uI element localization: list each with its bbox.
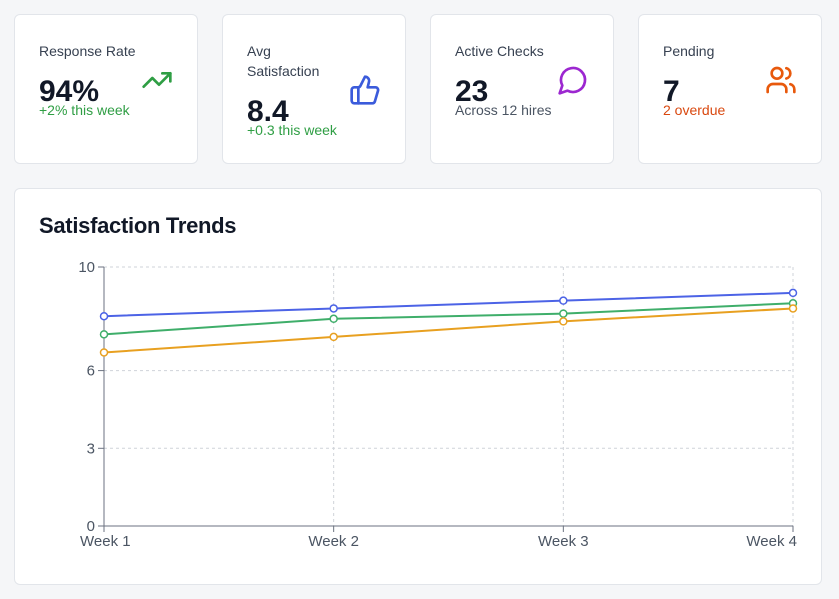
y-tick-label: 10 xyxy=(78,259,95,276)
series-point-2 xyxy=(329,314,338,324)
x-tick-label: Week 1 xyxy=(80,533,131,550)
series-line-1 xyxy=(103,291,794,318)
response-rate-change: +2% this week xyxy=(39,102,130,118)
pending-card: Pending 7 2 overdue xyxy=(638,14,822,164)
chart-title: Satisfaction Trends xyxy=(39,213,237,238)
active-checks-value: 23 xyxy=(455,75,489,108)
avg-satisfaction-value: 8.4 xyxy=(247,95,289,128)
series-point-1 xyxy=(559,296,568,305)
response-rate-label: Response Rate xyxy=(39,43,136,59)
response-rate-value: 94% xyxy=(39,75,100,108)
users-icon xyxy=(764,63,798,97)
active-checks-detail: Across 12 hires xyxy=(455,102,552,118)
series-point-1 xyxy=(329,304,338,313)
series-point-2 xyxy=(99,330,109,339)
trending-up-icon xyxy=(140,63,174,97)
satisfaction-trends-chart: 0 3 6 10 Week 1 Week 2 Week 3 Week 4 xyxy=(78,259,798,550)
pending-overdue: 2 overdue xyxy=(663,102,726,118)
active-checks-label: Active Checks xyxy=(455,43,544,59)
series-point-1 xyxy=(788,288,798,298)
series-point-2 xyxy=(559,309,568,318)
x-tick-label: Week 4 xyxy=(746,533,797,550)
active-checks-card: Active Checks 23 Across 12 hires xyxy=(430,14,614,164)
avg-satisfaction-card: Avg Satisfaction 8.4 +0.3 this week xyxy=(222,14,406,164)
satisfaction-trends-card: Satisfaction Trends 0 3 6 10 Week 1 Week 2 Wee… xyxy=(14,188,822,585)
x-tick-label: Week 3 xyxy=(538,533,589,550)
y-tick-label: 0 xyxy=(87,518,95,535)
avg-satisfaction-change: +0.3 this week xyxy=(247,122,337,138)
y-tick-label: 6 xyxy=(87,363,95,380)
series-point-3 xyxy=(99,348,109,357)
avg-satisfaction-label: Avg Satisfaction xyxy=(247,43,320,79)
response-rate-card: Response Rate 94% +2% this week xyxy=(14,14,198,164)
x-tick-label: Week 2 xyxy=(308,533,359,550)
pending-value: 7 xyxy=(663,75,680,108)
series-point-3 xyxy=(559,317,568,326)
message-circle-icon xyxy=(556,63,590,97)
series-point-1 xyxy=(99,311,109,321)
series-point-3 xyxy=(329,332,338,342)
pending-label: Pending xyxy=(663,43,715,59)
series-point-3 xyxy=(788,304,798,313)
y-tick-label: 3 xyxy=(87,440,95,457)
thumbs-up-icon xyxy=(348,73,382,107)
series-line-3 xyxy=(103,307,794,354)
series-line-2 xyxy=(103,302,794,336)
